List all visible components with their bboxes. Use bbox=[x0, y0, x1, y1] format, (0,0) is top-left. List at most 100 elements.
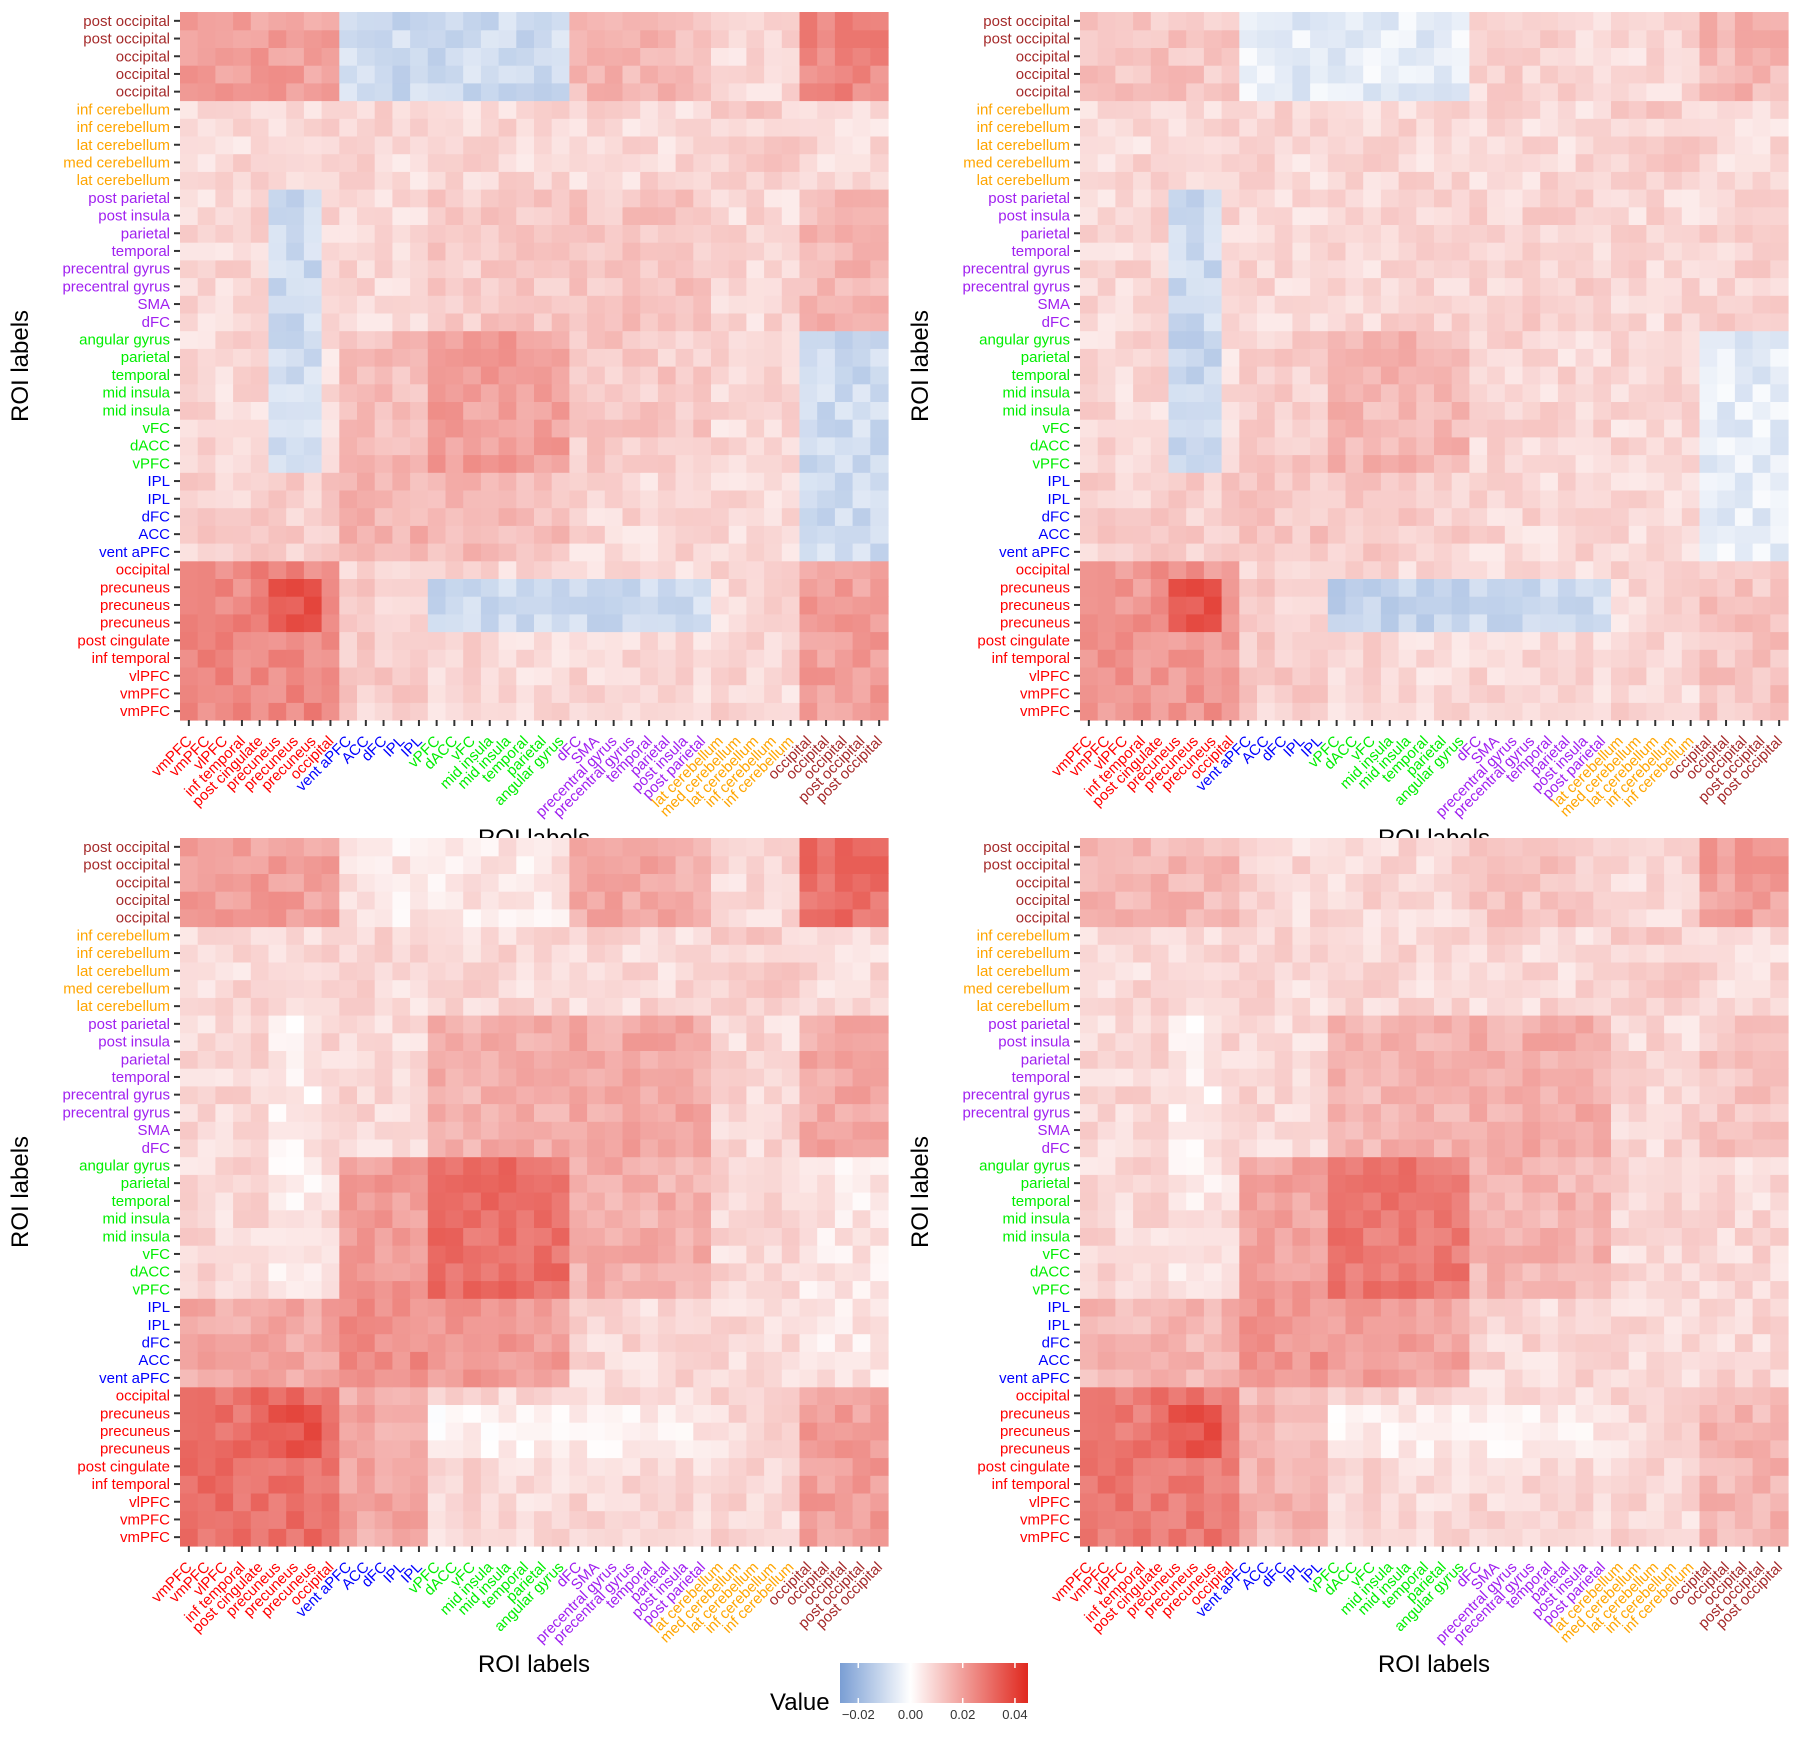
heatmap-cell bbox=[286, 1510, 305, 1529]
heatmap-cell bbox=[728, 631, 747, 650]
heatmap-cell bbox=[1469, 525, 1488, 544]
heatmap-cell bbox=[746, 454, 765, 473]
heatmap-cell bbox=[215, 979, 234, 998]
heatmap-cell bbox=[392, 997, 411, 1016]
heatmap-cell bbox=[604, 12, 624, 31]
heatmap-cell bbox=[1398, 383, 1417, 402]
heatmap-cell bbox=[764, 1333, 783, 1352]
heatmap-cell bbox=[1469, 171, 1488, 190]
heatmap-cell bbox=[711, 259, 730, 279]
heatmap-cell bbox=[799, 1298, 818, 1317]
heatmap-cell bbox=[1699, 242, 1718, 261]
heatmap-cell bbox=[764, 1245, 783, 1264]
heatmap-cell bbox=[622, 295, 641, 314]
heatmap-cell bbox=[427, 489, 447, 509]
heatmap-cell bbox=[640, 47, 659, 66]
heatmap-cell bbox=[569, 1245, 588, 1264]
heatmap-cell bbox=[410, 1103, 429, 1122]
heatmap-cell bbox=[1469, 242, 1488, 261]
heatmap-cell bbox=[799, 1457, 818, 1476]
heatmap-cell bbox=[1274, 47, 1293, 66]
heatmap-cell bbox=[215, 1156, 234, 1175]
heatmap-cell bbox=[764, 1174, 783, 1193]
heatmap-cell bbox=[498, 330, 517, 349]
heatmap-cell bbox=[268, 1369, 287, 1388]
heatmap-cell bbox=[516, 1138, 535, 1158]
heatmap-cell bbox=[268, 472, 287, 491]
heatmap-cell bbox=[675, 1475, 694, 1494]
heatmap-cell bbox=[1150, 277, 1170, 296]
heatmap-cell bbox=[587, 118, 606, 137]
heatmap-cell bbox=[303, 1015, 323, 1034]
heatmap-cell bbox=[1080, 401, 1099, 420]
heatmap-cell bbox=[1699, 666, 1718, 686]
heatmap-cell bbox=[250, 997, 270, 1016]
heatmap-cell bbox=[180, 1050, 199, 1069]
heatmap-cell bbox=[534, 1439, 553, 1459]
heatmap-cell bbox=[1274, 65, 1293, 84]
heatmap-cell bbox=[427, 12, 447, 31]
heatmap-cell bbox=[197, 348, 216, 367]
heatmap-cell bbox=[675, 631, 694, 650]
heatmap-cell bbox=[1097, 189, 1116, 208]
heatmap-cell bbox=[657, 1351, 677, 1370]
heatmap-cell bbox=[781, 1227, 801, 1246]
heatmap-cell bbox=[1310, 135, 1329, 155]
heatmap-cell bbox=[374, 1386, 393, 1405]
heatmap-cell bbox=[1097, 153, 1116, 172]
heatmap-cell bbox=[693, 1351, 712, 1370]
heatmap-cell bbox=[1186, 366, 1205, 385]
heatmap-cell bbox=[1239, 366, 1258, 385]
heatmap-cell bbox=[1203, 118, 1223, 137]
heatmap-cell bbox=[799, 631, 818, 650]
heatmap-cell bbox=[604, 1510, 624, 1529]
heatmap-cell bbox=[799, 348, 818, 367]
heatmap-cell bbox=[657, 82, 677, 102]
heatmap-cell bbox=[534, 543, 553, 562]
heatmap-cell bbox=[711, 366, 730, 385]
heatmap-cell bbox=[1257, 135, 1276, 155]
heatmap-cell bbox=[746, 1245, 765, 1264]
heatmap-cell bbox=[799, 153, 818, 172]
heatmap-cell bbox=[339, 206, 358, 225]
heatmap-cell bbox=[445, 29, 464, 48]
heatmap-cell bbox=[197, 702, 216, 721]
heatmap-cell bbox=[1557, 224, 1577, 243]
heatmap-cell bbox=[1150, 613, 1170, 633]
heatmap-cell bbox=[587, 1492, 606, 1512]
heatmap-cell bbox=[1575, 401, 1594, 420]
heatmap-cell bbox=[250, 1439, 270, 1459]
heatmap-cell bbox=[1540, 666, 1559, 686]
heatmap-cell bbox=[1540, 436, 1559, 456]
heatmap-cell bbox=[286, 1298, 305, 1317]
heatmap-cell bbox=[551, 259, 570, 279]
heatmap-cell bbox=[1575, 631, 1594, 650]
heatmap-cell bbox=[711, 1121, 730, 1140]
heatmap-cell bbox=[1522, 578, 1541, 597]
heatmap-cell bbox=[746, 560, 765, 579]
heatmap-cell bbox=[180, 1068, 199, 1087]
heatmap-cell bbox=[233, 312, 252, 332]
heatmap-cell bbox=[1522, 312, 1541, 332]
heatmap-cell bbox=[587, 82, 606, 102]
heatmap-cell bbox=[817, 1528, 836, 1547]
heatmap-cell bbox=[1593, 419, 1612, 438]
heatmap-cell bbox=[728, 224, 747, 243]
heatmap-cell bbox=[764, 189, 783, 208]
heatmap-cell bbox=[1327, 312, 1347, 332]
heatmap-cell bbox=[286, 1245, 305, 1264]
heatmap-cell bbox=[604, 979, 624, 998]
heatmap-cell bbox=[1274, 578, 1293, 597]
heatmap-cell bbox=[1310, 596, 1329, 615]
heatmap-cell bbox=[746, 1174, 765, 1193]
heatmap-cell bbox=[392, 1439, 411, 1459]
heatmap-cell bbox=[445, 171, 464, 190]
heatmap-cell bbox=[1770, 436, 1789, 456]
heatmap-cell bbox=[569, 472, 588, 491]
heatmap-cell bbox=[1203, 454, 1223, 473]
heatmap-cell bbox=[215, 436, 234, 456]
heatmap-cell bbox=[480, 366, 500, 385]
heatmap-cell bbox=[1345, 312, 1364, 332]
heatmap-cell bbox=[728, 100, 747, 119]
heatmap-cell bbox=[534, 1085, 553, 1105]
